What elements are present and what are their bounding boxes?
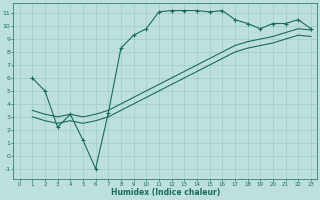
X-axis label: Humidex (Indice chaleur): Humidex (Indice chaleur) bbox=[111, 188, 220, 197]
